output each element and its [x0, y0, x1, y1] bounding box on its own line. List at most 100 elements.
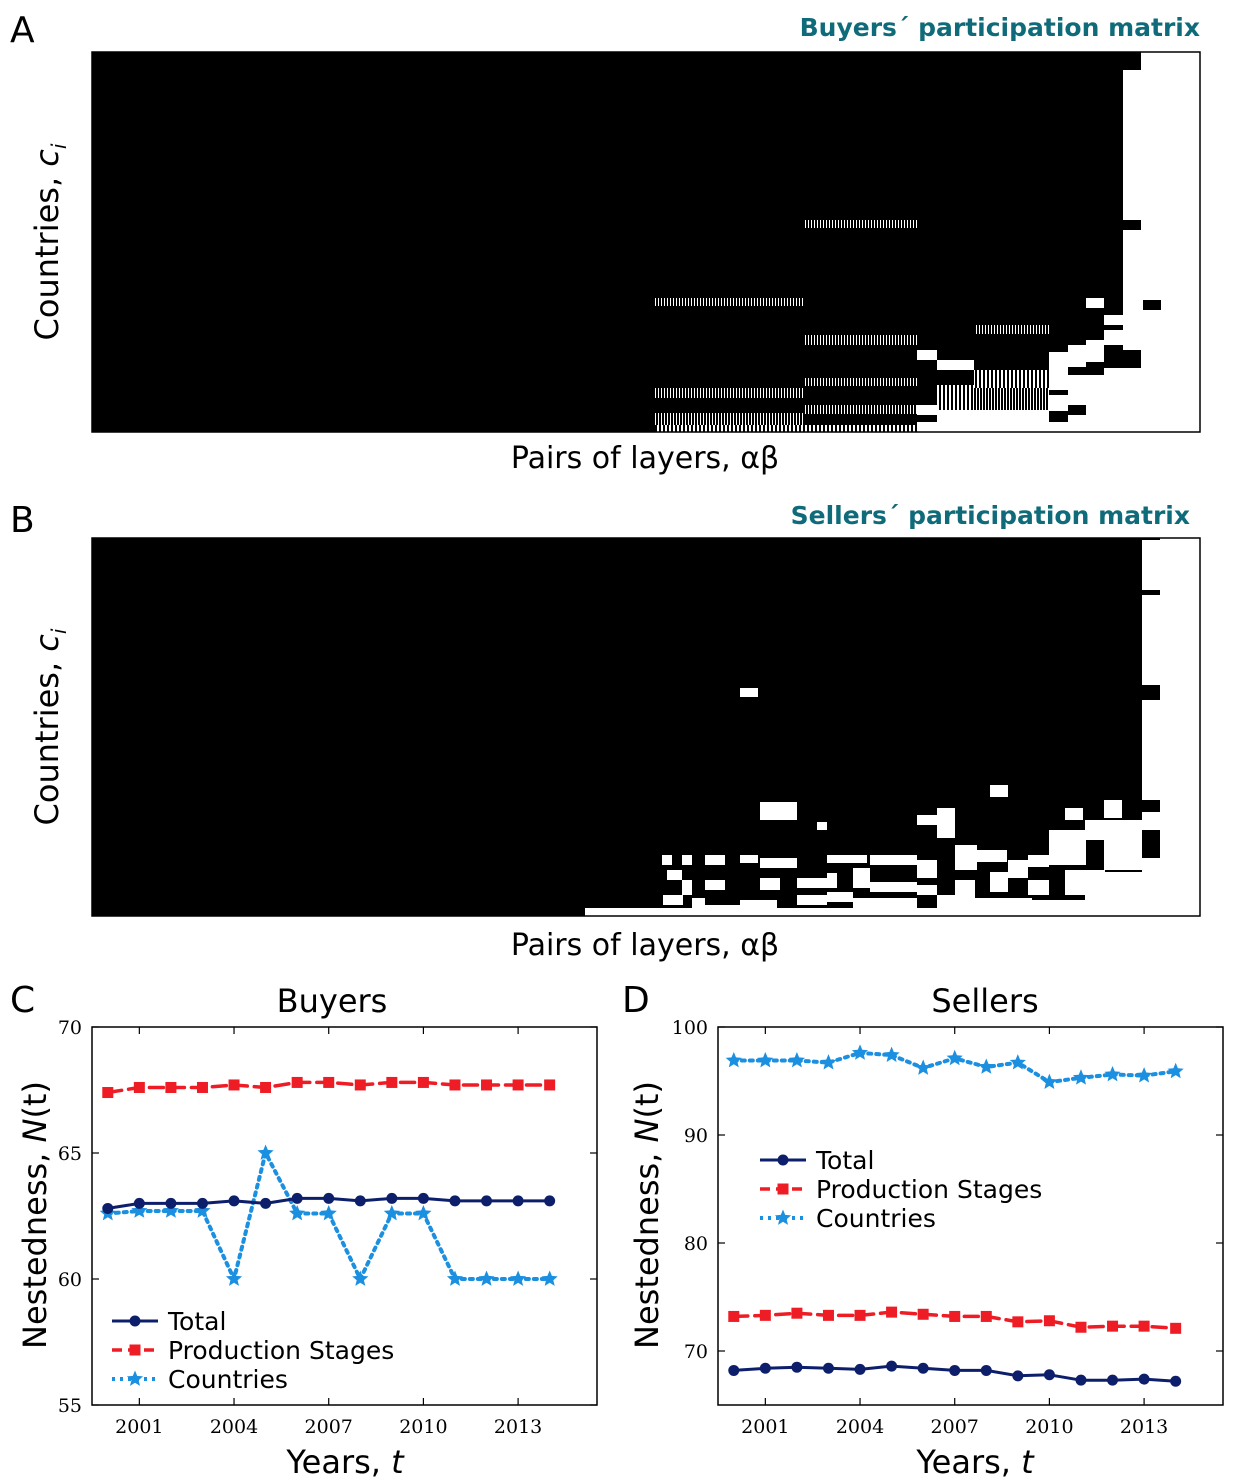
data-point — [1041, 1073, 1058, 1089]
legend-marker — [774, 1209, 792, 1225]
data-point — [1043, 1315, 1055, 1327]
data-point — [512, 1195, 524, 1207]
data-point — [980, 1364, 992, 1376]
data-point — [1170, 1375, 1182, 1387]
data-point — [544, 1195, 556, 1207]
panel-a-ylabel: Countries, ci — [28, 143, 71, 340]
data-point — [228, 1079, 240, 1091]
data-point — [260, 1197, 272, 1209]
plot-frame — [91, 1026, 598, 1406]
y-tick-label: 90 — [684, 1125, 708, 1147]
panel-d: D Sellers 2001 2004 2007 2010 2013 70 80 90 100 T… — [622, 980, 1224, 1480]
data-point — [291, 1192, 303, 1204]
data-point — [481, 1195, 493, 1207]
data-point — [510, 1270, 527, 1286]
data-point — [417, 1076, 429, 1088]
chart-d: 2001 2004 2007 2010 2013 70 80 90 100 TotalProduc… — [672, 1017, 1224, 1438]
y-tick-label: 55 — [58, 1395, 82, 1417]
data-point — [512, 1079, 524, 1091]
data-point — [1043, 1369, 1055, 1381]
data-point — [917, 1308, 929, 1320]
data-point — [102, 1202, 114, 1214]
data-point — [725, 1052, 742, 1068]
data-point — [788, 1052, 805, 1068]
panel-a-xlabel: Pairs of layers, αβ — [511, 441, 779, 476]
panel-a: A Buyers´ participation matrix — [10, 10, 1201, 476]
data-point — [791, 1361, 803, 1373]
data-point — [544, 1079, 556, 1091]
x-tick-label: 2010 — [399, 1416, 447, 1438]
legend-label: Countries — [816, 1204, 936, 1233]
data-point — [915, 1059, 932, 1075]
data-point — [1012, 1316, 1024, 1328]
data-point — [383, 1205, 400, 1221]
panel-b-ylabel: Countries, ci — [28, 628, 71, 825]
data-point — [354, 1195, 366, 1207]
data-point — [415, 1205, 432, 1221]
data-point — [822, 1309, 834, 1321]
x-tick-label: 2007 — [305, 1416, 353, 1438]
y-tick-label: 80 — [684, 1233, 708, 1255]
data-point — [883, 1046, 900, 1062]
panel-c-xlabel: Years, t — [285, 1443, 405, 1480]
data-point — [757, 1052, 774, 1068]
data-point — [946, 1049, 963, 1066]
data-point — [449, 1079, 461, 1091]
data-point — [133, 1197, 145, 1209]
matrix-a — [91, 51, 1201, 433]
panel-d-ylabel: Nestedness, N(t) — [628, 1081, 666, 1349]
data-point — [481, 1079, 493, 1091]
data-point — [949, 1364, 961, 1376]
panel-c-letter: C — [10, 980, 35, 1021]
data-point — [196, 1197, 208, 1209]
legend-label: Production Stages — [168, 1336, 394, 1365]
data-point — [854, 1309, 866, 1321]
legend-marker — [129, 1344, 141, 1356]
data-point — [323, 1076, 335, 1088]
data-point — [1138, 1320, 1150, 1332]
legend-marker — [129, 1315, 141, 1327]
chart-c: 2001 2004 2007 2010 2013 55 60 65 70 TotalProduct… — [58, 1017, 598, 1438]
data-point — [949, 1310, 961, 1322]
data-point — [759, 1309, 771, 1321]
data-point — [851, 1044, 869, 1060]
data-point — [854, 1363, 866, 1375]
data-point — [257, 1144, 274, 1160]
data-point — [291, 1076, 303, 1088]
panel-d-xlabel: Years, t — [915, 1443, 1035, 1480]
data-point — [541, 1270, 558, 1286]
data-point — [352, 1270, 369, 1286]
data-point — [289, 1205, 306, 1221]
panel-b-xlabel: Pairs of layers, αβ — [511, 928, 779, 963]
panel-c: C Buyers 2001 2004 2007 2010 2013 55 60 65 70 Tot… — [10, 980, 598, 1480]
x-tick-label: 2004 — [210, 1416, 258, 1438]
panel-a-title: Buyers´ participation matrix — [800, 13, 1200, 42]
data-point — [759, 1362, 771, 1374]
data-point — [917, 1362, 929, 1374]
data-point — [980, 1310, 992, 1322]
data-point — [791, 1307, 803, 1319]
y-tick-label: 60 — [58, 1269, 82, 1291]
legend-label: Countries — [168, 1365, 288, 1394]
data-point — [1167, 1062, 1184, 1079]
y-tick-label: 70 — [58, 1017, 82, 1039]
data-point — [225, 1270, 243, 1286]
data-point — [1107, 1374, 1119, 1386]
data-point — [194, 1202, 211, 1218]
matrix-b — [91, 537, 1201, 917]
data-point — [320, 1205, 337, 1221]
data-point — [446, 1270, 464, 1286]
data-point — [1072, 1069, 1090, 1085]
data-point — [417, 1192, 429, 1204]
legend-marker — [126, 1370, 144, 1386]
legend-marker — [777, 1154, 789, 1166]
x-tick-label: 2001 — [115, 1416, 163, 1438]
x-tick-label: 2010 — [1025, 1416, 1073, 1438]
data-point — [1104, 1066, 1121, 1082]
data-point — [228, 1195, 240, 1207]
panel-d-title: Sellers — [931, 982, 1038, 1020]
x-tick-label: 2013 — [494, 1416, 542, 1438]
panel-b-letter: B — [10, 500, 35, 541]
x-tick-label: 2004 — [836, 1416, 884, 1438]
